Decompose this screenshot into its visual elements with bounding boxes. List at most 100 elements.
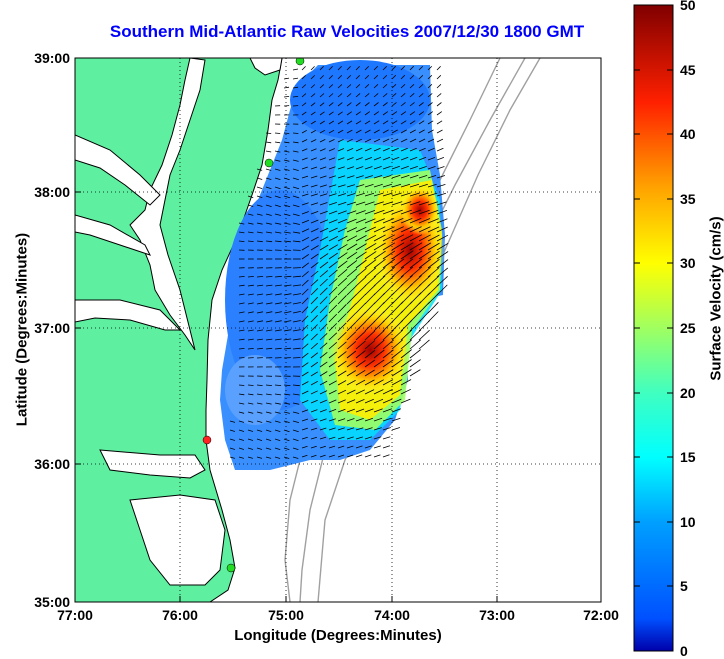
velocity-arrow [391, 398, 402, 404]
velocity-arrow [247, 302, 254, 305]
velocity-arrow [400, 183, 411, 188]
velocity-arrow [274, 402, 281, 405]
velocity-arrow [301, 245, 310, 251]
velocity-arrow [391, 84, 397, 89]
velocity-arrow [319, 296, 328, 305]
velocity-arrow [256, 177, 263, 180]
velocity-arrow [283, 231, 291, 234]
velocity-arrow [346, 303, 357, 314]
colorbar-label: Surface Velocity (cm/s) [707, 216, 724, 381]
velocity-arrow [382, 379, 394, 386]
velocity-arrow [337, 175, 346, 179]
velocity-arrow [382, 398, 393, 404]
velocity-arrow [364, 330, 376, 341]
grid-lines [75, 58, 601, 602]
velocity-arrow [355, 399, 365, 404]
velocity-arrow [328, 129, 335, 134]
velocity-arrow [238, 438, 245, 441]
velocity-arrow [400, 379, 412, 386]
velocity-arrow [364, 293, 376, 305]
velocity-arrow [355, 408, 365, 413]
velocity-arrow [337, 129, 344, 134]
velocity-arrow [337, 277, 348, 287]
velocity-arrow [301, 418, 309, 422]
velocity-arrow [337, 389, 347, 395]
velocity-arrow [400, 156, 409, 161]
velocity-arrow [418, 175, 428, 179]
velocity-arrow [346, 436, 354, 440]
velocity-arrow [427, 111, 434, 116]
velocity-arrow [283, 311, 292, 314]
velocity-arrow [229, 429, 236, 432]
velocity-arrow [373, 330, 385, 341]
velocity-arrow [265, 429, 272, 432]
velocity-arrow [409, 250, 423, 260]
velocity-arrow [400, 201, 412, 206]
velocity-arrow [283, 204, 291, 208]
velocity-arrow [283, 132, 290, 134]
colorbar-tick-label: 50 [680, 0, 696, 13]
velocity-arrow [310, 102, 316, 107]
velocity-arrow [328, 219, 338, 224]
velocity-arrow [328, 102, 334, 107]
velocity-arrow [373, 369, 385, 377]
velocity-arrow [346, 201, 356, 206]
velocity-arrow [319, 84, 325, 89]
velocity-arrow [391, 192, 402, 197]
colorbar-tick-label: 20 [680, 385, 696, 401]
velocity-arrow [373, 284, 386, 296]
velocity-arrow [373, 320, 385, 332]
velocity-arrow [373, 379, 384, 386]
x-axis-label: Longitude (Degrees:Minutes) [234, 627, 442, 644]
velocity-arrow [400, 209, 412, 215]
velocity-arrow [382, 329, 394, 341]
velocity-arrow [274, 204, 281, 208]
colorbar-ticks [634, 4, 673, 587]
velocity-arrow [391, 258, 405, 269]
velocity-arrow [292, 150, 299, 153]
velocity-arrow [310, 219, 319, 224]
velocity-arrow [409, 129, 416, 134]
velocity-arrow [355, 445, 363, 449]
velocity-arrow [274, 302, 282, 305]
velocity-arrow [427, 226, 440, 233]
velocity-arrow [292, 411, 300, 414]
velocity-arrow [310, 228, 319, 233]
velocity-arrow [283, 411, 290, 414]
velocity-arrow [328, 244, 339, 251]
velocity-arrow [382, 408, 392, 413]
velocity-arrow [400, 111, 407, 116]
velocity-arrow [301, 334, 309, 341]
potomac-river [75, 134, 161, 206]
velocity-arrow [292, 186, 300, 190]
velocity-arrow [265, 204, 272, 207]
velocity-arrow [418, 201, 430, 206]
velocity-arrow [256, 329, 264, 332]
velocity-arrow [337, 93, 343, 98]
velocity-arrow [382, 417, 392, 422]
velocity-arrow [310, 427, 318, 431]
velocity-arrow [400, 250, 414, 260]
velocity-arrow [391, 65, 396, 71]
velocity-arrow [355, 454, 363, 458]
velocity-arrow [400, 258, 414, 269]
velocity-arrow [427, 267, 440, 278]
velocity-arrow [436, 157, 445, 161]
velocity-arrow [310, 296, 318, 305]
velocity-arrow [346, 251, 358, 260]
velocity-arrow [382, 339, 394, 350]
velocity-arrow [418, 329, 430, 341]
velocity-arrow [427, 242, 440, 251]
velocity-arrow [337, 102, 343, 107]
velocity-arrow [427, 138, 435, 143]
velocity-arrow [292, 68, 299, 71]
velocity-arrow [310, 418, 318, 422]
velocity-arrow [328, 323, 337, 332]
velocity-arrow [274, 420, 281, 423]
velocity-arrow [292, 447, 299, 450]
velocity-arrow [301, 236, 310, 242]
velocity-arrow [328, 399, 337, 404]
velocity-arrow [373, 398, 384, 404]
velocity-arrow [364, 75, 370, 80]
velocity-arrow [373, 267, 386, 278]
